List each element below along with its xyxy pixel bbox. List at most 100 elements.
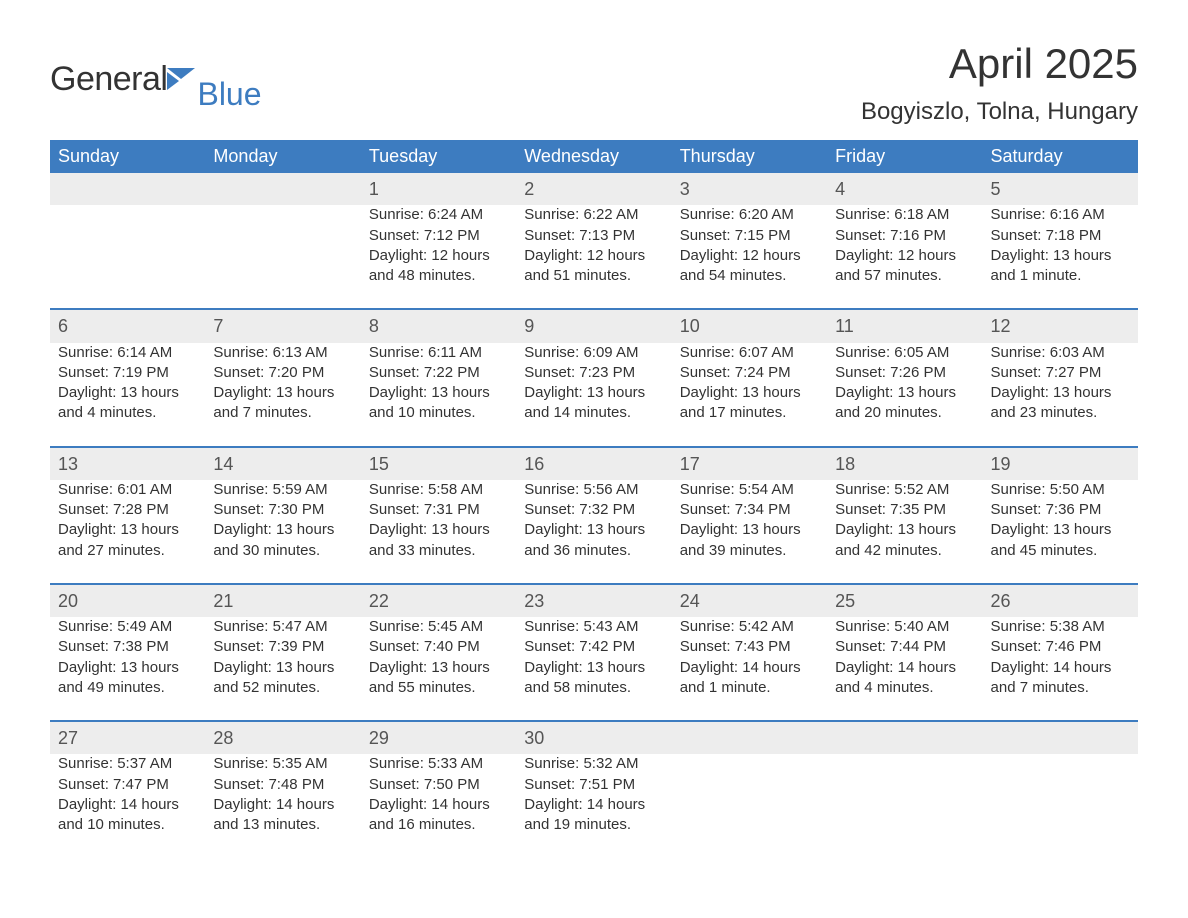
- sunrise-text: Sunrise: 5:43 AM: [524, 617, 663, 637]
- day-number: 13: [50, 447, 205, 480]
- day-number: 12: [983, 309, 1138, 342]
- daylight-text-1: Daylight: 13 hours: [369, 520, 508, 540]
- day-number: [827, 721, 982, 754]
- day-cell: Sunrise: 6:16 AMSunset: 7:18 PMDaylight:…: [983, 205, 1138, 309]
- sunrise-text: Sunrise: 5:50 AM: [991, 480, 1130, 500]
- daylight-text-1: Daylight: 13 hours: [835, 383, 974, 403]
- daylight-text-1: Daylight: 12 hours: [680, 246, 819, 266]
- daylight-text-1: Daylight: 13 hours: [835, 520, 974, 540]
- day-cell: Sunrise: 5:40 AMSunset: 7:44 PMDaylight:…: [827, 617, 982, 721]
- daylight-text-1: Daylight: 14 hours: [524, 795, 663, 815]
- sunset-text: Sunset: 7:30 PM: [213, 500, 352, 520]
- day-number-row: 6789101112: [50, 309, 1138, 342]
- sunset-text: Sunset: 7:46 PM: [991, 637, 1130, 657]
- sunrise-text: Sunrise: 5:42 AM: [680, 617, 819, 637]
- day-cell: [983, 754, 1138, 857]
- daylight-text-1: Daylight: 14 hours: [991, 658, 1130, 678]
- day-number: 15: [361, 447, 516, 480]
- day-body-row: Sunrise: 6:24 AMSunset: 7:12 PM Daylight:…: [50, 205, 1138, 309]
- day-cell: Sunrise: 5:58 AMSunset: 7:31 PMDaylight:…: [361, 480, 516, 584]
- day-number: 17: [672, 447, 827, 480]
- weekday-header: Sunday: [50, 140, 205, 173]
- daylight-text-1: Daylight: 13 hours: [213, 658, 352, 678]
- sunrise-text: Sunrise: 5:54 AM: [680, 480, 819, 500]
- sunset-text: Sunset: 7:44 PM: [835, 637, 974, 657]
- sunset-text: Sunset: 7:12 PM: [369, 226, 508, 246]
- sunset-text: Sunset: 7:39 PM: [213, 637, 352, 657]
- daylight-text-2: and 33 minutes.: [369, 541, 508, 561]
- day-cell: Sunrise: 5:33 AMSunset: 7:50 PMDaylight:…: [361, 754, 516, 857]
- sunset-text: Sunset: 7:31 PM: [369, 500, 508, 520]
- sunset-text: Sunset: 7:51 PM: [524, 775, 663, 795]
- sunrise-text: Sunrise: 6:11 AM: [369, 343, 508, 363]
- sunrise-text: Sunrise: 6:20 AM: [680, 205, 819, 225]
- day-number: 9: [516, 309, 671, 342]
- sunset-text: Sunset: 7:15 PM: [680, 226, 819, 246]
- daylight-text-2: and 17 minutes.: [680, 403, 819, 423]
- day-number: 24: [672, 584, 827, 617]
- sunset-text: Sunset: 7:20 PM: [213, 363, 352, 383]
- sunrise-text: Sunrise: 6:24 AM: [369, 205, 508, 225]
- sunrise-text: Sunrise: 6:13 AM: [213, 343, 352, 363]
- day-cell: [672, 754, 827, 857]
- sunrise-text: Sunrise: 5:52 AM: [835, 480, 974, 500]
- daylight-text-2: and 4 minutes.: [835, 678, 974, 698]
- day-cell: Sunrise: 5:52 AMSunset: 7:35 PMDaylight:…: [827, 480, 982, 584]
- day-number: 2: [516, 173, 671, 205]
- sunrise-text: Sunrise: 5:45 AM: [369, 617, 508, 637]
- day-number: 11: [827, 309, 982, 342]
- day-number: 29: [361, 721, 516, 754]
- daylight-text-1: Daylight: 13 hours: [680, 383, 819, 403]
- daylight-text-2: and 52 minutes.: [213, 678, 352, 698]
- day-number: 23: [516, 584, 671, 617]
- daylight-text-2: and 27 minutes.: [58, 541, 197, 561]
- daylight-text-1: Daylight: 13 hours: [58, 658, 197, 678]
- day-number: 5: [983, 173, 1138, 205]
- day-number: 6: [50, 309, 205, 342]
- daylight-text-1: Daylight: 14 hours: [680, 658, 819, 678]
- day-number: 10: [672, 309, 827, 342]
- day-number-row: 12345: [50, 173, 1138, 205]
- day-number: [50, 173, 205, 205]
- day-cell: Sunrise: 5:43 AMSunset: 7:42 PMDaylight:…: [516, 617, 671, 721]
- day-number-row: 20212223242526: [50, 584, 1138, 617]
- day-number: [672, 721, 827, 754]
- sunrise-text: Sunrise: 6:18 AM: [835, 205, 974, 225]
- sunrise-text: Sunrise: 6:14 AM: [58, 343, 197, 363]
- day-number: 7: [205, 309, 360, 342]
- day-cell: Sunrise: 5:50 AMSunset: 7:36 PMDaylight:…: [983, 480, 1138, 584]
- day-number: 1: [361, 173, 516, 205]
- sunrise-text: Sunrise: 5:59 AM: [213, 480, 352, 500]
- daylight-text-2: and 20 minutes.: [835, 403, 974, 423]
- daylight-text-2: and 45 minutes.: [991, 541, 1130, 561]
- logo-word-1: General: [50, 60, 167, 99]
- day-number: 21: [205, 584, 360, 617]
- sunrise-text: Sunrise: 6:22 AM: [524, 205, 663, 225]
- sunset-text: Sunset: 7:13 PM: [524, 226, 663, 246]
- calendar-table: Sunday Monday Tuesday Wednesday Thursday…: [50, 140, 1138, 857]
- daylight-text-1: Daylight: 14 hours: [369, 795, 508, 815]
- day-cell: Sunrise: 6:20 AMSunset: 7:15 PMDaylight:…: [672, 205, 827, 309]
- sunset-text: Sunset: 7:48 PM: [213, 775, 352, 795]
- flag-icon: [167, 68, 195, 95]
- day-cell: Sunrise: 6:03 AMSunset: 7:27 PMDaylight:…: [983, 343, 1138, 447]
- sunset-text: Sunset: 7:19 PM: [58, 363, 197, 383]
- daylight-text-2: and 13 minutes.: [213, 815, 352, 835]
- daylight-text-2: and 30 minutes.: [213, 541, 352, 561]
- sunrise-text: Sunrise: 5:38 AM: [991, 617, 1130, 637]
- sunset-text: Sunset: 7:50 PM: [369, 775, 508, 795]
- title-block: April 2025 Bogyiszlo, Tolna, Hungary: [861, 30, 1138, 140]
- day-cell: Sunrise: 5:59 AMSunset: 7:30 PMDaylight:…: [205, 480, 360, 584]
- day-cell: Sunrise: 5:35 AMSunset: 7:48 PMDaylight:…: [205, 754, 360, 857]
- weekday-header: Monday: [205, 140, 360, 173]
- day-cell: Sunrise: 6:13 AMSunset: 7:20 PMDaylight:…: [205, 343, 360, 447]
- top-bar: General Blue April 2025 Bogyiszlo, Tolna…: [50, 30, 1138, 140]
- daylight-text-2: and 10 minutes.: [369, 403, 508, 423]
- sunrise-text: Sunrise: 5:49 AM: [58, 617, 197, 637]
- daylight-text-2: and 49 minutes.: [58, 678, 197, 698]
- weekday-header: Wednesday: [516, 140, 671, 173]
- sunrise-text: Sunrise: 6:09 AM: [524, 343, 663, 363]
- sunrise-text: Sunrise: 5:47 AM: [213, 617, 352, 637]
- day-cell: Sunrise: 6:07 AMSunset: 7:24 PMDaylight:…: [672, 343, 827, 447]
- daylight-text-2: and 58 minutes.: [524, 678, 663, 698]
